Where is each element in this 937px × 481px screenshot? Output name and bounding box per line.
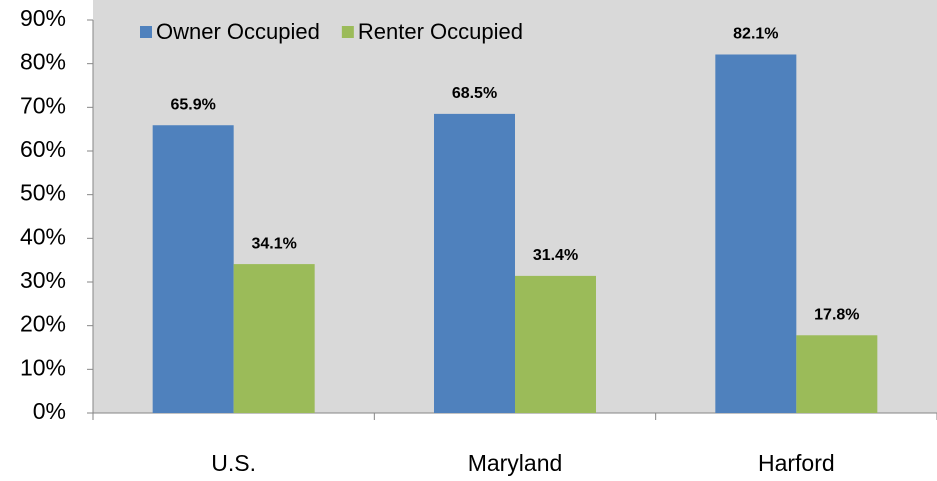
x-tick-label: Harford (758, 450, 835, 476)
y-tick-label: 60% (20, 136, 66, 162)
legend-label: Renter Occupied (358, 19, 523, 44)
y-tick-label: 50% (20, 180, 66, 206)
data-label: 34.1% (251, 235, 296, 252)
y-tick-label: 80% (20, 49, 66, 75)
data-label: 68.5% (452, 85, 497, 102)
bar (796, 335, 878, 413)
x-tick-label: U.S. (211, 450, 256, 476)
y-tick-label: 30% (20, 267, 66, 293)
y-tick-label: 40% (20, 223, 66, 249)
y-tick-label: 70% (20, 92, 66, 118)
y-tick-label: 90% (20, 5, 66, 31)
bar (233, 264, 315, 413)
y-tick-label: 10% (20, 354, 66, 380)
y-tick-label: 0% (33, 398, 66, 424)
y-tick-label: 20% (20, 311, 66, 337)
legend-label: Owner Occupied (156, 19, 320, 44)
legend-swatch (140, 26, 152, 38)
data-label: 65.9% (170, 96, 215, 113)
bar (152, 125, 234, 413)
bar (515, 275, 596, 413)
data-label: 31.4% (533, 247, 578, 264)
bar (715, 54, 797, 413)
legend-swatch (341, 26, 354, 38)
x-tick-label: Maryland (468, 450, 563, 476)
bar (434, 113, 515, 413)
data-label: 17.8% (814, 306, 859, 323)
data-label: 82.1% (733, 26, 778, 43)
